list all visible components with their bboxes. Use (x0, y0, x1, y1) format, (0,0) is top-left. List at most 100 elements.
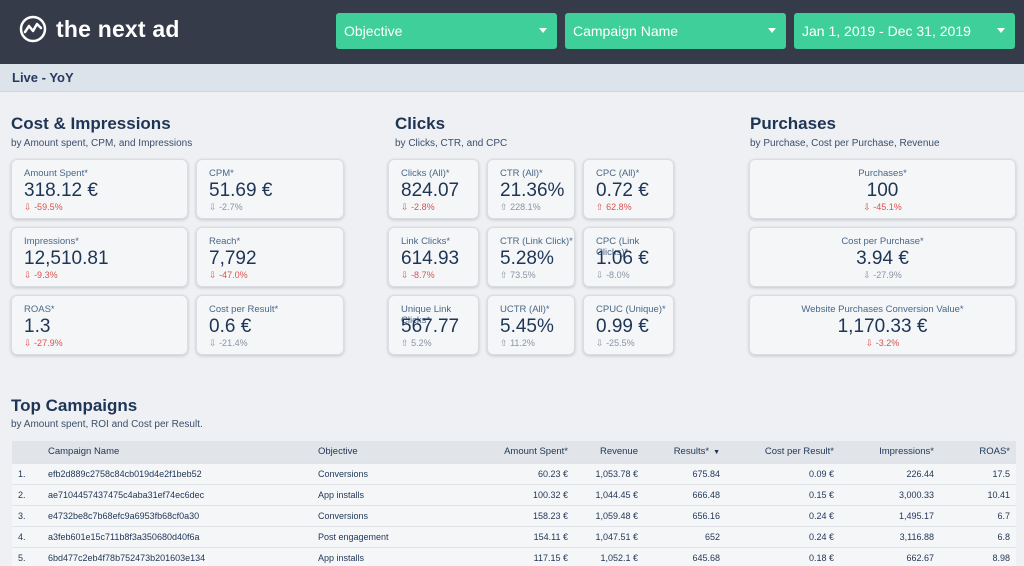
kpi-change: ⇩ -3.2% (865, 338, 900, 348)
cell-objective: Conversions (312, 462, 442, 484)
kpi-value: 0.72 € (596, 180, 649, 201)
kpi-change: ⇧ 228.1% (500, 202, 541, 212)
cell-revenue: 1,059.48 € (574, 504, 644, 526)
page-tab-live-yoy[interactable]: Live - YoY (12, 70, 74, 85)
cell-amount-spent: 117.15 € (442, 546, 574, 566)
kpi-card-uctr-all[interactable]: UCTR (All)* 5.45% ⇧ 11.2% (487, 295, 575, 355)
table-row[interactable]: 5. 6bd477c2eb4f78b752473b201603e134 App … (12, 546, 1016, 566)
kpi-value: 21.36% (500, 180, 565, 201)
cell-cost-per-result: 0.24 € (726, 504, 840, 526)
arrow-down-icon: ⇩ (24, 270, 32, 280)
cell-objective: App installs (312, 546, 442, 566)
kpi-change: ⇩ -9.3% (24, 270, 58, 280)
brand-logo[interactable]: the next ad (18, 14, 180, 44)
cell-impressions: 226.44 (840, 462, 940, 484)
cell-revenue: 1,053.78 € (574, 462, 644, 484)
cell-amount-spent: 154.11 € (442, 525, 574, 547)
arrow-down-icon: ⇩ (401, 270, 409, 280)
kpi-change: ⇩ -47.0% (209, 270, 248, 280)
arrow-down-icon: ⇩ (863, 202, 871, 212)
table-row[interactable]: 2. ae7104457437475c4aba31ef74ec6dec App … (12, 483, 1016, 505)
cell-impressions: 1,495.17 (840, 504, 940, 526)
kpi-card-cpc-all[interactable]: CPC (All)* 0.72 € ⇧ 62.8% (583, 159, 674, 219)
kpi-change: ⇧ 62.8% (596, 202, 632, 212)
arrow-down-icon: ⇩ (865, 338, 874, 348)
brand-name: the next ad (56, 15, 180, 42)
kpi-label: CTR (Link Click)* (500, 236, 573, 247)
col-campaign-name[interactable]: Campaign Name (42, 441, 312, 463)
kpi-change: ⇩ -21.4% (209, 338, 248, 348)
kpi-value: 567.77 (401, 316, 460, 337)
kpi-card-clicks-all[interactable]: Clicks (All)* 824.07 ⇩ -2.8% (388, 159, 479, 219)
kpi-label: Link Clicks* (401, 236, 451, 247)
kpi-card-ctr-link[interactable]: CTR (Link Click)* 5.28% ⇧ 73.5% (487, 227, 575, 287)
kpi-card-conversion-value[interactable]: Website Purchases Conversion Value* 1,17… (749, 295, 1016, 355)
table-row[interactable]: 4. a3feb601e15c711b8f3a350680d40f6a Post… (12, 525, 1016, 547)
top-campaigns-title: Top Campaigns (11, 396, 138, 415)
kpi-label: Website Purchases Conversion Value* (801, 304, 964, 315)
col-revenue[interactable]: Revenue (574, 441, 644, 463)
kpi-label: CTR (All)* (500, 168, 543, 179)
table-row[interactable]: 3. e4732be8c7b68efc9a6953fb68cf0a30 Conv… (12, 504, 1016, 526)
col-impressions[interactable]: Impressions* (840, 441, 940, 463)
cell-campaign-name: 6bd477c2eb4f78b752473b201603e134 (42, 546, 312, 566)
kpi-value: 12,510.81 (24, 248, 109, 269)
chevron-down-icon (539, 28, 547, 33)
kpi-change: ⇧ 11.2% (500, 338, 535, 348)
kpi-value: 0.99 € (596, 316, 649, 337)
kpi-card-purchases[interactable]: Purchases* 100 ⇩ -45.1% (749, 159, 1016, 219)
kpi-label: Impressions* (24, 236, 79, 247)
clicks-section-subtitle: by Clicks, CTR, and CPC (395, 138, 508, 149)
row-index: 1. (12, 462, 42, 484)
kpi-card-cost-per-result[interactable]: Cost per Result* 0.6 € ⇩ -21.4% (196, 295, 344, 355)
cell-campaign-name: efb2d889c2758c84cb019d4e2f1beb52 (42, 462, 312, 484)
table-row[interactable]: 1. efb2d889c2758c84cb019d4e2f1beb52 Conv… (12, 462, 1016, 484)
kpi-card-amount-spent[interactable]: Amount Spent* 318.12 € ⇩ -59.5% (11, 159, 188, 219)
kpi-label: Amount Spent* (24, 168, 88, 179)
cell-amount-spent: 60.23 € (442, 462, 574, 484)
date-range-picker[interactable]: Jan 1, 2019 - Dec 31, 2019 (794, 13, 1015, 49)
arrow-down-icon: ⇩ (209, 270, 217, 280)
cell-roas: 6.7 (940, 504, 1016, 526)
kpi-change: ⇩ -8.7% (401, 270, 435, 280)
cell-campaign-name: e4732be8c7b68efc9a6953fb68cf0a30 (42, 504, 312, 526)
kpi-card-cpc-link[interactable]: CPC (Link Clicks)* 1.06 € ⇩ -8.0% (583, 227, 674, 287)
arrow-down-icon: ⇩ (24, 202, 32, 212)
kpi-label: CPM* (209, 168, 234, 179)
campaign-dropdown-label: Campaign Name (573, 23, 679, 39)
kpi-label: Clicks (All)* (401, 168, 450, 179)
col-roas[interactable]: ROAS* (940, 441, 1016, 463)
kpi-label: UCTR (All)* (500, 304, 550, 315)
campaign-dropdown[interactable]: Campaign Name (565, 13, 786, 49)
arrow-up-icon: ⇧ (500, 270, 508, 280)
kpi-label: Reach* (209, 236, 241, 247)
cell-roas: 6.8 (940, 525, 1016, 547)
cell-revenue: 1,052.1 € (574, 546, 644, 566)
cell-results: 675.84 (644, 462, 726, 484)
kpi-card-unique-link-clicks[interactable]: Unique Link Clicks* 567.77 ⇧ 5.2% (388, 295, 479, 355)
col-objective[interactable]: Objective (312, 441, 442, 463)
kpi-card-cost-per-purchase[interactable]: Cost per Purchase* 3.94 € ⇩ -27.9% (749, 227, 1016, 287)
row-index: 3. (12, 504, 42, 526)
brand-logo-icon (19, 15, 47, 43)
purchases-section-title: Purchases (750, 114, 836, 133)
kpi-value: 100 (866, 180, 899, 201)
kpi-card-ctr-all[interactable]: CTR (All)* 21.36% ⇧ 228.1% (487, 159, 575, 219)
kpi-card-roas[interactable]: ROAS* 1.3 ⇩ -27.9% (11, 295, 188, 355)
kpi-label: Purchases* (858, 168, 907, 179)
kpi-card-impressions[interactable]: Impressions* 12,510.81 ⇩ -9.3% (11, 227, 188, 287)
kpi-card-link-clicks[interactable]: Link Clicks* 614.93 ⇩ -8.7% (388, 227, 479, 287)
kpi-card-cpm[interactable]: CPM* 51.69 € ⇩ -2.7% (196, 159, 344, 219)
col-results[interactable]: Results* ▼ (644, 441, 726, 463)
kpi-card-reach[interactable]: Reach* 7,792 ⇩ -47.0% (196, 227, 344, 287)
kpi-value: 5.45% (500, 316, 554, 337)
top-campaigns-subtitle: by Amount spent, ROI and Cost per Result… (11, 419, 203, 430)
col-amount-spent[interactable]: Amount Spent* (442, 441, 574, 463)
kpi-value: 1,170.33 € (837, 316, 928, 337)
cell-revenue: 1,044.45 € (574, 483, 644, 505)
kpi-label: CPC (Link Clicks)* (596, 236, 640, 258)
objective-dropdown[interactable]: Objective (336, 13, 557, 49)
kpi-card-cpuc-unique[interactable]: CPUC (Unique)* 0.99 € ⇩ -25.5% (583, 295, 674, 355)
kpi-change: ⇩ -27.9% (863, 270, 902, 280)
col-cost-per-result[interactable]: Cost per Result* (726, 441, 840, 463)
